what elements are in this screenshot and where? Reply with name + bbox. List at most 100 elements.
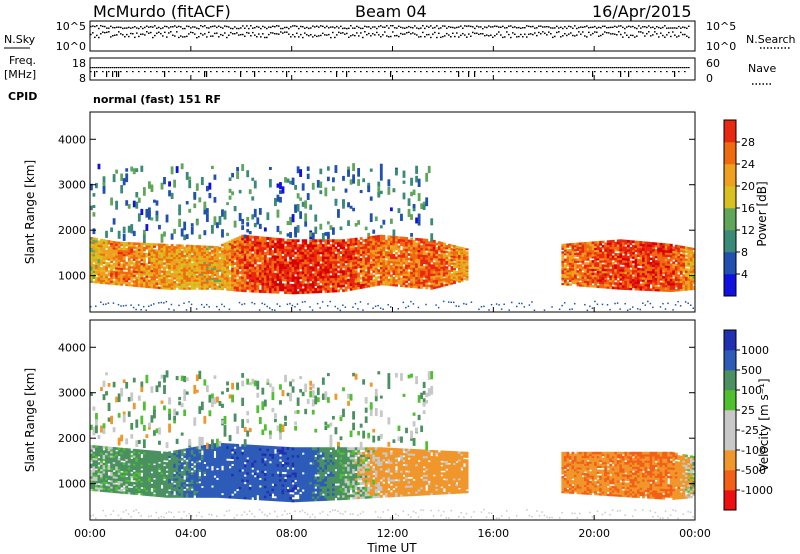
freq-point — [420, 67, 422, 69]
data-cell — [175, 274, 179, 278]
data-cell — [372, 267, 376, 271]
data-cell — [561, 262, 565, 265]
data-cell — [442, 254, 446, 257]
data-cell — [216, 277, 219, 280]
data-cell — [453, 255, 456, 258]
data-cell — [362, 271, 366, 275]
data-cell — [337, 284, 340, 288]
data-cell — [382, 271, 386, 275]
data-cell — [238, 271, 242, 275]
nsearch-point — [574, 35, 576, 37]
data-cell — [100, 246, 103, 250]
data-cell — [397, 249, 401, 253]
nsearch-point — [154, 34, 156, 37]
data-cell — [387, 283, 391, 286]
data-cell — [581, 284, 585, 287]
data-cell — [402, 270, 406, 274]
data-cell — [173, 268, 177, 272]
data-cell — [286, 303, 289, 306]
data-cell — [236, 241, 240, 245]
data-cell — [261, 302, 263, 305]
data-cell — [95, 237, 98, 241]
nsky-point — [174, 25, 176, 27]
data-cell — [122, 253, 126, 257]
data-cell — [216, 285, 219, 288]
data-cell — [458, 252, 461, 256]
data-cell — [458, 305, 460, 308]
data-cell — [425, 172, 429, 182]
data-cell — [347, 283, 351, 287]
data-cell — [92, 264, 96, 267]
data-cell — [153, 259, 156, 263]
data-cell — [410, 262, 414, 266]
data-cell — [256, 276, 260, 280]
data-cell — [321, 270, 325, 274]
data-cell — [226, 285, 230, 289]
data-cell — [266, 212, 270, 221]
data-cell — [125, 200, 129, 206]
data-cell — [354, 249, 358, 253]
data-cell — [352, 285, 356, 288]
data-cell — [122, 267, 126, 271]
nsky-point — [356, 25, 358, 28]
data-cell — [412, 264, 416, 268]
data-cell — [286, 246, 290, 250]
data-cell — [274, 290, 277, 294]
data-cell — [102, 267, 106, 270]
data-cell — [589, 282, 593, 286]
data-cell — [258, 241, 262, 245]
data-cell — [594, 264, 598, 267]
data-cell — [140, 266, 144, 270]
data-cell — [286, 178, 290, 183]
data-cell — [142, 285, 146, 288]
nsky-point — [620, 25, 622, 27]
data-cell — [566, 243, 570, 246]
data-cell — [591, 278, 595, 282]
data-cell — [147, 249, 151, 252]
data-cell — [563, 269, 567, 273]
data-cell — [299, 258, 303, 262]
data-cell — [395, 240, 398, 244]
data-cell — [228, 247, 232, 250]
data-cell — [198, 251, 202, 254]
data-cell — [170, 260, 174, 264]
data-cell — [208, 269, 212, 272]
data-cell — [458, 280, 461, 283]
data-cell — [92, 237, 96, 241]
freq-point — [436, 67, 438, 69]
data-cell — [261, 279, 265, 283]
data-cell — [415, 278, 419, 282]
freq-point — [432, 67, 434, 69]
data-cell — [453, 278, 456, 281]
data-cell — [349, 247, 353, 251]
nsearch-point — [346, 32, 348, 35]
data-cell — [422, 240, 426, 244]
data-cell — [200, 277, 204, 280]
data-cell — [120, 281, 124, 284]
data-cell — [354, 282, 358, 286]
data-cell — [619, 287, 623, 290]
data-cell — [203, 253, 207, 256]
data-cell — [190, 279, 194, 282]
data-cell — [347, 202, 350, 208]
data-cell — [198, 263, 202, 266]
data-cell — [127, 244, 131, 247]
data-cell — [591, 260, 595, 263]
data-cell — [304, 241, 308, 245]
data-cell — [117, 277, 121, 280]
nsky-point — [642, 26, 644, 28]
nsearch-point — [682, 33, 684, 36]
data-cell — [266, 274, 270, 278]
data-cell — [231, 267, 235, 271]
data-cell — [238, 266, 242, 270]
data-cell — [248, 263, 252, 267]
data-cell — [160, 266, 164, 269]
data-cell — [362, 280, 366, 284]
data-cell — [591, 266, 595, 269]
nsky-point — [310, 27, 312, 29]
data-cell — [326, 241, 330, 245]
nsky-point — [508, 25, 510, 27]
data-cell — [359, 283, 363, 287]
data-cell — [304, 239, 308, 243]
data-cell — [256, 274, 260, 278]
